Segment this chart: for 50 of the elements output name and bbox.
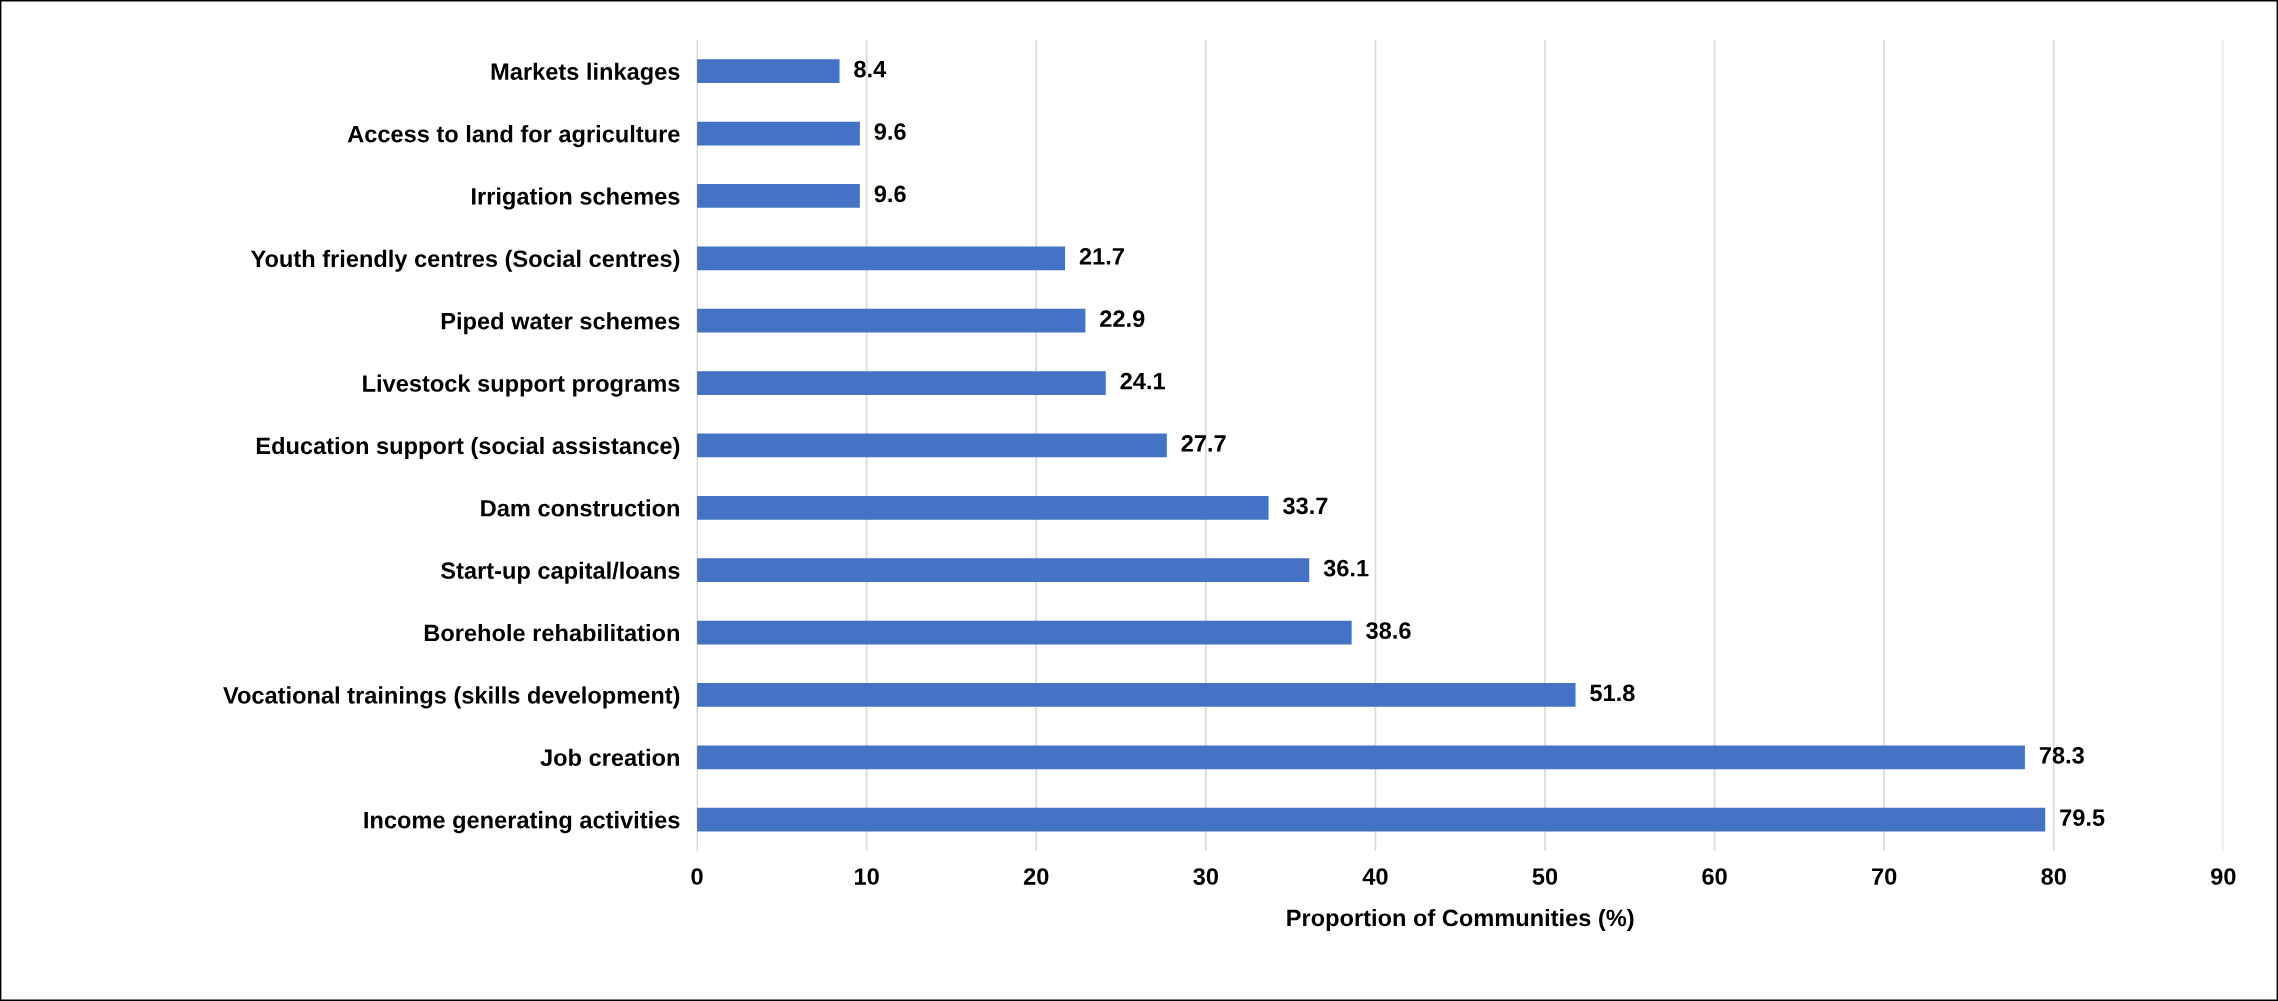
y-tick-label: Livestock support programs [363,374,680,397]
data-label: 33.7 [1283,497,1328,515]
bar [697,683,1576,707]
y-tick-label: Piped water schemes [441,312,680,335]
y-tick-label: Access to land for agriculture [347,125,680,148]
x-tick-label: 80 [2041,868,2066,885]
y-tick-label: Dam construction [481,499,679,517]
y-tick-label: Education support (social assistance) [256,436,680,459]
bar [697,620,1352,645]
bar [697,807,2046,832]
x-tick-label: 70 [1872,868,1897,885]
data-label: 38.6 [1366,622,1411,639]
data-label: 36.1 [1323,559,1369,577]
y-tick-label: Borehole rehabilitation [424,624,679,642]
bar [697,745,2025,770]
bar [697,371,1106,395]
data-label: 22.9 [1100,310,1145,328]
y-tick-label: Job creation [540,748,679,767]
bar [697,59,840,84]
y-tick-label: Irrigation schemes [472,187,680,210]
data-label: 79.5 [2060,809,2105,826]
data-label: 78.3 [2039,746,2084,764]
x-tick-label: 10 [855,868,879,885]
x-axis-title: Proportion of Communities (%) [1287,908,1634,931]
x-tick-label: 40 [1362,868,1388,885]
x-tick-label: 90 [2211,868,2236,885]
data-label: 51.8 [1590,684,1635,702]
data-label: 9.6 [874,185,906,203]
data-label: 21.7 [1079,247,1124,265]
bar [697,184,860,208]
bar [697,433,1167,458]
x-tick-label: 0 [691,868,703,885]
data-label: 27.7 [1181,435,1226,452]
bar [697,558,1310,583]
y-tick-label: Youth friendly centres (Social centres) [250,249,680,272]
x-tick-label: 50 [1532,868,1558,885]
y-tick-label: Markets linkages [491,62,680,85]
bar [697,121,860,146]
data-label: 9.6 [874,123,906,140]
x-tick-label: 20 [1023,868,1049,885]
y-tick-label: Start-up capital/loans [441,561,680,584]
x-tick-label: 30 [1193,868,1218,885]
x-tick-label: 60 [1702,868,1727,885]
data-label: 8.4 [854,60,887,78]
data-label: 24.1 [1120,372,1165,390]
bar [697,495,1269,520]
bar [697,246,1066,271]
bar [697,308,1086,333]
y-tick-label: Income generating activities [364,811,680,834]
y-tick-label: Vocational trainings (skills development) [223,686,680,709]
